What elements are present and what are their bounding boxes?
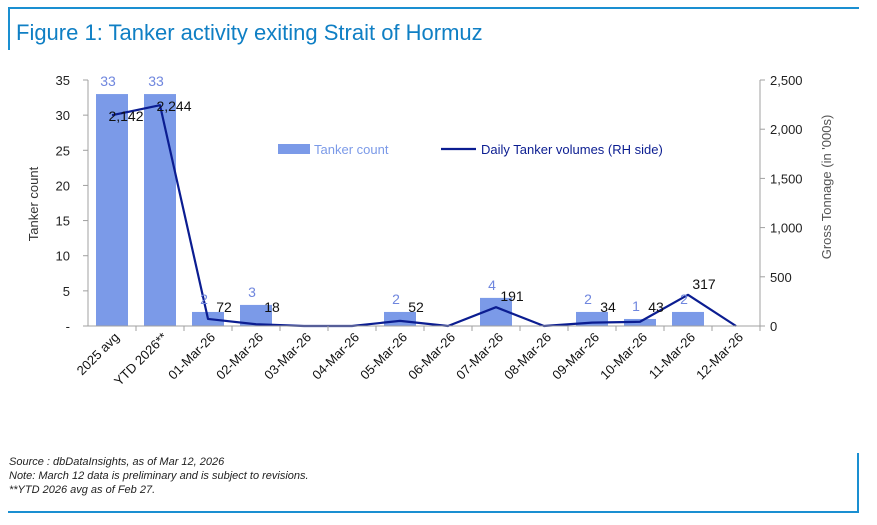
bottom-rule <box>8 511 859 513</box>
x-tick-label: 06-Mar-26 <box>405 330 458 383</box>
legend-line-label: Daily Tanker volumes (RH side) <box>481 142 663 157</box>
bar <box>240 304 272 326</box>
y-axis-title: Tanker count <box>26 166 41 241</box>
bar-data-label: 33 <box>148 73 164 89</box>
y2-tick-label: 500 <box>770 270 792 285</box>
y2-tick-label: 2,500 <box>770 73 803 88</box>
line-data-label: 43 <box>648 299 664 315</box>
y-tick-label: 10 <box>56 249 70 264</box>
bar-data-label: 2 <box>584 291 592 307</box>
bar-data-label: 2 <box>680 291 688 307</box>
right-rule <box>857 453 859 512</box>
line-data-label: 52 <box>408 299 424 315</box>
ytd-note: **YTD 2026 avg as of Feb 27. <box>9 484 156 496</box>
bar-data-label: 1 <box>632 298 640 314</box>
line-data-label: 2,142 <box>108 108 143 124</box>
line-path <box>111 104 737 328</box>
bar-data-label: 33 <box>100 73 116 89</box>
line-data-label: 191 <box>500 288 524 304</box>
x-tick-label: 2025 avg <box>74 330 122 378</box>
x-tick-label: 05-Mar-26 <box>357 330 410 383</box>
x-tick-label: 03-Mar-26 <box>261 330 314 383</box>
legend-bar-label: Tanker count <box>314 142 389 157</box>
y-tick-label: 20 <box>56 178 70 193</box>
source-note: Source : dbDataInsights, as of Mar 12, 2… <box>9 456 225 468</box>
line-data-label: 2,244 <box>156 98 191 114</box>
bar <box>672 311 704 326</box>
y2-tick-label: 0 <box>770 319 777 334</box>
y-tick-label: 35 <box>56 73 70 88</box>
bar-labels: 33 33 2 3 2 4 2 1 2 <box>100 73 688 314</box>
legend-bar-swatch <box>278 144 310 154</box>
figure-title: Figure 1: Tanker activity exiting Strait… <box>16 20 483 45</box>
x-tick-label: 04-Mar-26 <box>309 330 362 383</box>
y-tick-label: - <box>66 319 70 334</box>
x-tick-label: 11-Mar-26 <box>646 330 698 382</box>
bar-data-label: 4 <box>488 277 496 293</box>
x-tick-label: 12-Mar-26 <box>693 330 746 383</box>
y2-tick-label: 1,500 <box>770 171 803 186</box>
y2-axis-title: Gross Tonnage (in '000s) <box>819 115 834 260</box>
x-tick-label: 02-Mar-26 <box>213 330 266 383</box>
y-tick-label: 15 <box>56 214 70 229</box>
line-data-label: 317 <box>692 276 716 292</box>
title-rule <box>8 9 10 50</box>
y-tick-label: 25 <box>56 143 70 158</box>
legend: Tanker count Daily Tanker volumes (RH si… <box>278 142 663 157</box>
footnotes: Source : dbDataInsights, as of Mar 12, 2… <box>9 455 309 497</box>
x-tick-label: 10-Mar-26 <box>597 330 650 383</box>
x-tick-label: 07-Mar-26 <box>453 330 506 383</box>
bar <box>144 94 176 326</box>
preliminary-note: Note: March 12 data is preliminary and i… <box>9 470 309 482</box>
line-data-label: 34 <box>600 299 616 315</box>
x-tick-label: 08-Mar-26 <box>501 330 554 383</box>
x-tick-label: 01-Mar-26 <box>165 330 218 383</box>
bar <box>96 94 128 326</box>
y-tick-label: 5 <box>63 284 70 299</box>
y2-tick-label: 1,000 <box>770 221 803 236</box>
bar-data-label: 2 <box>392 291 400 307</box>
y2-tick-label: 2,000 <box>770 122 803 137</box>
bar-data-label: 3 <box>248 284 256 300</box>
top-rule <box>8 7 859 9</box>
x-tick-label: 09-Mar-26 <box>549 330 602 383</box>
line-data-label: 18 <box>264 299 280 315</box>
line-data-label: 72 <box>216 299 232 315</box>
tanker-chart: 33 33 2 3 2 4 2 1 2 2,142 2,244 72 18 52 191 34 43 317 -… <box>26 73 834 389</box>
y-tick-label: 30 <box>56 108 70 123</box>
bar-data-label: 2 <box>200 291 208 307</box>
bar-series <box>96 94 704 326</box>
